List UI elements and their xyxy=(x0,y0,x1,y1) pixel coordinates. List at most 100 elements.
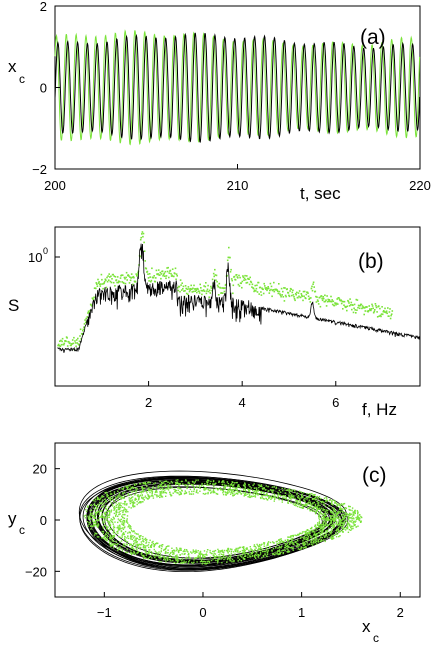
panel-c-point xyxy=(297,545,299,548)
panel-b-point xyxy=(278,283,280,285)
panel-c-point xyxy=(306,533,308,535)
panel-c-point xyxy=(129,535,132,538)
panel-c-point xyxy=(331,501,333,503)
panel-c-point xyxy=(332,518,334,520)
panel-c-point xyxy=(330,517,332,520)
panel-c-point xyxy=(267,490,269,492)
panel-c-point xyxy=(318,526,321,528)
panel-b-point xyxy=(296,291,298,294)
panel-c-point xyxy=(346,525,349,527)
panel-b-point xyxy=(209,292,212,294)
panel-c-point xyxy=(321,536,324,539)
panel-c-point xyxy=(208,561,211,563)
panel-c-point xyxy=(360,520,362,522)
panel-c-point xyxy=(355,520,357,522)
panel-c-point xyxy=(241,556,243,558)
panel-c-point xyxy=(288,539,290,541)
panel-c-point xyxy=(227,482,229,485)
panel-b-point xyxy=(266,289,268,292)
panel-c-point xyxy=(141,491,143,493)
panel-c-point xyxy=(302,540,304,542)
panel-c-point xyxy=(145,557,147,559)
panel-c-point xyxy=(241,549,244,552)
panel-c-point xyxy=(123,524,125,527)
panel-c-point xyxy=(115,498,117,500)
panel-c-point xyxy=(122,528,125,530)
panel-c-point xyxy=(93,503,96,505)
panel-c-point xyxy=(104,511,107,513)
panel-c-point xyxy=(215,559,217,562)
panel-b-point xyxy=(255,290,257,292)
panel-c-point xyxy=(166,558,168,560)
panel-c-point xyxy=(101,509,103,512)
panel-b-point xyxy=(364,310,367,312)
panel-c-point xyxy=(164,489,166,491)
panel-c-point xyxy=(299,499,301,501)
panel-b-point xyxy=(288,295,291,298)
panel-c-point xyxy=(121,548,123,550)
panel-c-point xyxy=(121,521,123,523)
panel-b-point xyxy=(74,340,76,342)
panel-b-point xyxy=(160,273,163,275)
panel-c-point xyxy=(147,552,150,554)
panel-c-point xyxy=(357,513,359,515)
panel-c-point xyxy=(233,551,235,553)
panel-c-point xyxy=(113,531,115,533)
panel-b-point xyxy=(346,305,349,308)
panel-c-point xyxy=(352,527,354,530)
panel-c-point xyxy=(237,555,239,557)
panel-c-point xyxy=(277,550,279,552)
panel-c-point xyxy=(131,536,133,538)
panel-c-point xyxy=(212,483,214,485)
panel-c-point xyxy=(179,483,181,486)
panel-b-point xyxy=(241,286,243,289)
panel-b-point xyxy=(183,290,185,292)
panel-b-point xyxy=(371,303,373,306)
panel-c-point xyxy=(117,532,119,534)
panel-c-point xyxy=(258,543,261,546)
panel-c-point xyxy=(302,496,304,498)
panel-c-point xyxy=(149,491,151,494)
panel-c-point xyxy=(221,489,224,491)
panel-c-point xyxy=(360,521,362,523)
panel-c-point xyxy=(110,509,113,511)
panel-c-point xyxy=(188,554,190,556)
panel-c-point xyxy=(199,561,202,563)
panel-c-point xyxy=(91,515,94,518)
panel-c-point xyxy=(160,492,162,494)
panel-b-point xyxy=(68,341,70,343)
panel-c-point xyxy=(123,495,126,497)
panel-b-point xyxy=(206,288,209,291)
panel-c-point xyxy=(138,496,140,498)
panel-c-point xyxy=(334,502,336,504)
panel-b-point xyxy=(214,268,216,271)
panel-c-point xyxy=(166,552,168,554)
panel-c-point xyxy=(243,495,245,497)
panel-c-point xyxy=(143,547,145,549)
panel-c-point xyxy=(225,484,227,486)
panel-b-point xyxy=(243,279,245,281)
panel-c-point xyxy=(309,505,311,508)
panel-c-point xyxy=(320,523,322,526)
panel-c-point xyxy=(323,512,325,515)
panel-c-point xyxy=(111,543,113,545)
panel-c-point xyxy=(96,533,98,535)
panel-c-point xyxy=(220,553,223,555)
panel-b-point xyxy=(71,339,74,341)
panel-b-point xyxy=(279,293,281,295)
panel-b-point xyxy=(79,328,82,331)
panel-c-point xyxy=(256,552,258,554)
panel-c-point xyxy=(109,528,111,530)
panel-b-point xyxy=(109,276,111,278)
panel-c-point xyxy=(343,508,345,510)
panel-c-point xyxy=(105,508,108,510)
panel-b-point xyxy=(142,232,145,235)
panel-c-point xyxy=(127,532,129,534)
panel-c-point xyxy=(206,551,208,553)
panel-c-point xyxy=(164,552,166,555)
panel-c-point xyxy=(181,553,183,555)
panel-c-point xyxy=(282,490,284,492)
panel-c-point xyxy=(130,526,132,528)
panel-c-point xyxy=(114,543,117,545)
panel-c-point xyxy=(195,551,197,554)
